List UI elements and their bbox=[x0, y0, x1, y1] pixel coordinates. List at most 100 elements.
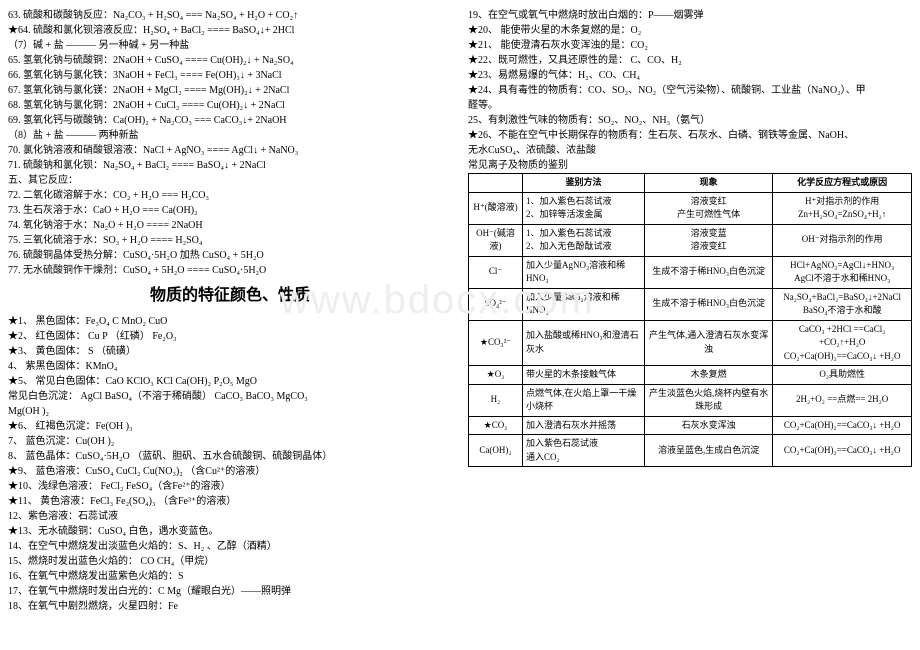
table-cell: Ca(OH)₂ bbox=[469, 435, 523, 467]
table-row: ★O₂带火星的木条接触气体木条复燃O₂具助燃性 bbox=[469, 366, 912, 385]
table-cell: 加入盐酸或稀HNO₃和澄清石灰水 bbox=[522, 320, 644, 366]
table-cell: OH⁻对指示剂的作用 bbox=[773, 224, 912, 256]
identification-table: 鉴别方法现象化学反应方程式或原因 H⁺(酸溶液)1、加入紫色石蕊试液2、加锌等活… bbox=[468, 173, 912, 467]
table-cell: ★CO₂ bbox=[469, 416, 523, 435]
text-line: 7、 蓝色沉淀：Cu(OH )₂ bbox=[8, 434, 452, 449]
text-line: 77. 无水硫酸铜作干燥剂：CuSO₄ + 5H₂O ==== CuSO₄·5H… bbox=[8, 263, 452, 278]
text-line: ★2、 红色固体： Cu P （红磷） Fe₂O₃ bbox=[8, 329, 452, 344]
right-column: 19、在空气或氧气中燃烧时放出白烟的：P——烟雾弹★20、 能使带火星的木条复燃… bbox=[468, 8, 912, 614]
text-line: 25、有刺激性气味的物质有：SO₂、NO₂、NH₃（氨气） bbox=[468, 113, 912, 128]
table-cell: H⁺(酸溶液) bbox=[469, 192, 523, 224]
table-cell: ★CO₃²⁻ bbox=[469, 320, 523, 366]
text-line: 72. 二氧化碳溶解于水：CO₂ + H₂O === H₂CO₃ bbox=[8, 188, 452, 203]
text-line: 18、在氧气中剧烈燃烧，火星四射：Fe bbox=[8, 599, 452, 614]
text-line: ★3、 黄色固体： S （硫磺） bbox=[8, 344, 452, 359]
table-cell: 加入澄清石灰水并摇荡 bbox=[522, 416, 644, 435]
table-cell: OH⁻(碱溶液) bbox=[469, 224, 523, 256]
table-cell: 产生淡蓝色火焰,烧杯内壁有水珠形成 bbox=[645, 384, 773, 416]
table-cell: 1、加入紫色石蕊试液2、加锌等活泼金属 bbox=[522, 192, 644, 224]
text-line: ★13、无水硫酸铜：CuSO₄ 白色，遇水变蓝色。 bbox=[8, 524, 452, 539]
table-cell: 生成不溶于稀HNO₃白色沉淀 bbox=[645, 256, 773, 288]
table-header: 化学反应方程式或原因 bbox=[773, 174, 912, 193]
text-line: 4、 紫黑色固体：KMnO₄ bbox=[8, 359, 452, 374]
table-cell: 生成不溶于稀HNO₃白色沉淀 bbox=[645, 288, 773, 320]
table-cell: 加入少量BaCl₂溶液和稀HNO₃ bbox=[522, 288, 644, 320]
text-line: 常见白色沉淀： AgCl BaSO₄（不溶于稀硝酸） CaCO₃ BaCO₃ M… bbox=[8, 389, 452, 404]
text-line: ★23、易燃易爆的气体：H₂、CO、CH₄ bbox=[468, 68, 912, 83]
table-cell: 溶液变红产生可燃性气体 bbox=[645, 192, 773, 224]
table-row: Cl⁻加入少量AgNO₃溶液和稀HNO₃生成不溶于稀HNO₃白色沉淀HCl+Ag… bbox=[469, 256, 912, 288]
text-line: 醛等。 bbox=[468, 98, 912, 113]
table-cell: 木条复燃 bbox=[645, 366, 773, 385]
text-line: 76. 硫酸铜晶体受热分解：CuSO₄·5H₂O 加热 CuSO₄ + 5H₂O bbox=[8, 248, 452, 263]
text-line: ★24、具有毒性的物质有：CO、SO₂、NO₂（空气污染物）、硫酸铜、工业盐（N… bbox=[468, 83, 912, 98]
text-line: 63. 硫酸和碳酸钠反应：Na₂CO₃ + H₂SO₄ === Na₂SO₄ +… bbox=[8, 8, 452, 23]
table-cell: 溶液变蓝溶液变红 bbox=[645, 224, 773, 256]
table-header bbox=[469, 174, 523, 193]
text-line: ★9、 蓝色溶液：CuSO₄ CuCl₂ Cu(NO₃)₂ （含Cu²⁺的溶液） bbox=[8, 464, 452, 479]
table-cell: CO₂+Ca(OH)₂==CaCO₃↓ +H₂O bbox=[773, 435, 912, 467]
text-line: 8、 蓝色晶体：CuSO₄·5H₂O （蓝矾、胆矾、五水合硫酸铜、硫酸铜晶体） bbox=[8, 449, 452, 464]
table-row: H⁺(酸溶液)1、加入紫色石蕊试液2、加锌等活泼金属溶液变红产生可燃性气体H⁺对… bbox=[469, 192, 912, 224]
text-line: ★10、浅绿色溶液： FeCl₂ FeSO₄（含Fe²⁺的溶液） bbox=[8, 479, 452, 494]
text-line: 16、在氧气中燃烧发出蓝紫色火焰的：S bbox=[8, 569, 452, 584]
table-cell: 加入少量AgNO₃溶液和稀HNO₃ bbox=[522, 256, 644, 288]
table-cell: 点燃气体,在火焰上罩一干燥小烧杯 bbox=[522, 384, 644, 416]
table-row: ★CO₂加入澄清石灰水并摇荡石灰水变浑浊CO₂+Ca(OH)₂==CaCO₃↓ … bbox=[469, 416, 912, 435]
table-cell: 1、加入紫色石蕊试液2、加入无色酚酞试液 bbox=[522, 224, 644, 256]
table-row: H₂点燃气体,在火焰上罩一干燥小烧杯产生淡蓝色火焰,烧杯内壁有水珠形成2H₂+O… bbox=[469, 384, 912, 416]
table-cell: SO₄²⁻ bbox=[469, 288, 523, 320]
text-line: （8）盐 + 盐 ——— 两种新盐 bbox=[8, 128, 452, 143]
table-row: SO₄²⁻加入少量BaCl₂溶液和稀HNO₃生成不溶于稀HNO₃白色沉淀Na₂S… bbox=[469, 288, 912, 320]
text-line: 无水CuSO₄、浓硫酸、浓盐酸 bbox=[468, 143, 912, 158]
table-cell: CO₂+Ca(OH)₂==CaCO₃↓ +H₂O bbox=[773, 416, 912, 435]
left-column: 63. 硫酸和碳酸钠反应：Na₂CO₃ + H₂SO₄ === Na₂SO₄ +… bbox=[8, 8, 452, 614]
text-line: 73. 生石灰溶于水：CaO + H₂O === Ca(OH)₂ bbox=[8, 203, 452, 218]
text-line: 66. 氢氧化钠与氯化铁：3NaOH + FeCl₃ ==== Fe(OH)₃↓… bbox=[8, 68, 452, 83]
table-cell: Cl⁻ bbox=[469, 256, 523, 288]
table-cell: 2H₂+O₂ ==点燃== 2H₂O bbox=[773, 384, 912, 416]
table-cell: 石灰水变浑浊 bbox=[645, 416, 773, 435]
page-columns: 63. 硫酸和碳酸钠反应：Na₂CO₃ + H₂SO₄ === Na₂SO₄ +… bbox=[8, 8, 912, 614]
table-cell: 产生气体,通入澄清石灰水变浑浊 bbox=[645, 320, 773, 366]
text-line: ★11、 黄色溶液：FeCl₃ Fe₂(SO₄)₃ （含Fe³⁺的溶液） bbox=[8, 494, 452, 509]
text-line: 67. 氢氧化钠与氯化镁：2NaOH + MgCl₂ ==== Mg(OH)₂↓… bbox=[8, 83, 452, 98]
text-line: ★22、既可燃性，又具还原性的是： C、CO、H₂ bbox=[468, 53, 912, 68]
text-line: 12、紫色溶液：石蕊试液 bbox=[8, 509, 452, 524]
table-cell: H₂ bbox=[469, 384, 523, 416]
text-line: 17、在氧气中燃烧时发出白光的：C Mg（耀眼白光）——照明弹 bbox=[8, 584, 452, 599]
text-line: ★64. 硫酸和氯化钡溶液反应：H₂SO₄ + BaCl₂ ==== BaSO₄… bbox=[8, 23, 452, 38]
table-cell: 加入紫色石蕊试液通入CO₂ bbox=[522, 435, 644, 467]
table-cell: HCl+AgNO₃=AgCl↓+HNO₃AgCl不溶于水和稀HNO₃ bbox=[773, 256, 912, 288]
text-line: ★5、 常见白色固体：CaO KClO₃ KCl Ca(OH)₂ P₂O₅ Mg… bbox=[8, 374, 452, 389]
table-header: 鉴别方法 bbox=[522, 174, 644, 193]
text-line: ★6、 红褐色沉淀：Fe(OH )₃ bbox=[8, 419, 452, 434]
text-line: 15、燃烧时发出蓝色火焰的： CO CH₄（甲烷） bbox=[8, 554, 452, 569]
text-line: 70. 氯化钠溶液和硝酸银溶液：NaCl + AgNO₃ ==== AgCl↓ … bbox=[8, 143, 452, 158]
text-line: 65. 氢氧化钠与硫酸铜：2NaOH + CuSO₄ ==== Cu(OH)₂↓… bbox=[8, 53, 452, 68]
table-header: 现象 bbox=[645, 174, 773, 193]
text-line: 五、其它反应： bbox=[8, 173, 452, 188]
table-cell: 溶液呈蓝色,生成白色沉淀 bbox=[645, 435, 773, 467]
text-line: 14、在空气中燃烧发出淡蓝色火焰的：S、H₂ 、乙醇（酒精） bbox=[8, 539, 452, 554]
text-line: 69. 氢氧化钙与碳酸钠：Ca(OH)₂ + Na₂CO₃ === CaCO₃↓… bbox=[8, 113, 452, 128]
text-line: Mg(OH )₂ bbox=[8, 404, 452, 419]
text-line: ★21、 能使澄清石灰水变浑浊的是：CO₂ bbox=[468, 38, 912, 53]
table-cell: 带火星的木条接触气体 bbox=[522, 366, 644, 385]
table-row: OH⁻(碱溶液)1、加入紫色石蕊试液2、加入无色酚酞试液溶液变蓝溶液变红OH⁻对… bbox=[469, 224, 912, 256]
section-title: 物质的特征颜色、性质 bbox=[8, 284, 452, 308]
table-cell: ★O₂ bbox=[469, 366, 523, 385]
table-row: Ca(OH)₂加入紫色石蕊试液通入CO₂溶液呈蓝色,生成白色沉淀CO₂+Ca(O… bbox=[469, 435, 912, 467]
text-line: 常见离子及物质的鉴别 bbox=[468, 158, 912, 173]
table-cell: O₂具助燃性 bbox=[773, 366, 912, 385]
text-line: （7）碱 + 盐 ——— 另一种碱 + 另一种盐 bbox=[8, 38, 452, 53]
table-row: ★CO₃²⁻加入盐酸或稀HNO₃和澄清石灰水产生气体,通入澄清石灰水变浑浊CaC… bbox=[469, 320, 912, 366]
text-line: 75. 三氧化硫溶于水：SO₃ + H₂O ==== H₂SO₄ bbox=[8, 233, 452, 248]
table-cell: Na₂SO₄+BaCl₂=BaSO₄↓+2NaClBaSO₄不溶于水和酸 bbox=[773, 288, 912, 320]
text-line: 68. 氢氧化钠与氯化铜：2NaOH + CuCl₂ ==== Cu(OH)₂↓… bbox=[8, 98, 452, 113]
text-line: ★20、 能使带火星的木条复燃的是：O₂ bbox=[468, 23, 912, 38]
table-cell: CaCO₃ +2HCl ==CaCl₂ +CO₂↑+H₂OCO₂+Ca(OH)₂… bbox=[773, 320, 912, 366]
text-line: ★26、不能在空气中长期保存的物质有：生石灰、石灰水、白磷、钢铁等金属、NaOH… bbox=[468, 128, 912, 143]
table-cell: H⁺对指示剂的作用Zn+H₂SO₄=ZnSO₄+H₂↑ bbox=[773, 192, 912, 224]
text-line: 19、在空气或氧气中燃烧时放出白烟的：P——烟雾弹 bbox=[468, 8, 912, 23]
